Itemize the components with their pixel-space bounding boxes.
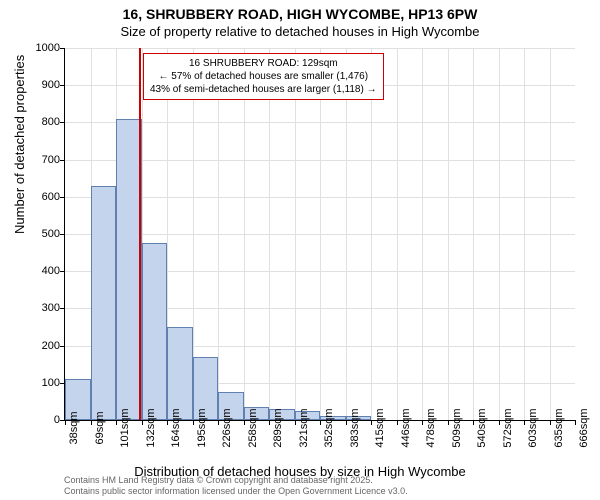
xtick-label: 195sqm bbox=[196, 408, 208, 447]
gridline-v bbox=[448, 48, 449, 420]
xtick-mark bbox=[116, 420, 117, 425]
xtick-label: 383sqm bbox=[349, 408, 361, 447]
histogram-bar bbox=[142, 243, 168, 420]
xtick-mark bbox=[295, 420, 296, 425]
xtick-label: 38sqm bbox=[68, 411, 80, 444]
annotation-box: 16 SHRUBBERY ROAD: 129sqm← 57% of detach… bbox=[143, 53, 384, 100]
xtick-label: 101sqm bbox=[119, 408, 131, 447]
ytick-mark bbox=[60, 308, 65, 309]
gridline-v bbox=[371, 48, 372, 420]
ytick-mark bbox=[60, 271, 65, 272]
xtick-label: 509sqm bbox=[451, 408, 463, 447]
gridline-v bbox=[320, 48, 321, 420]
xtick-mark bbox=[575, 420, 576, 425]
gridline-v bbox=[244, 48, 245, 420]
chart-footer: Contains HM Land Registry data © Crown c… bbox=[64, 475, 408, 497]
gridline-v bbox=[269, 48, 270, 420]
xtick-mark bbox=[167, 420, 168, 425]
ytick-mark bbox=[60, 346, 65, 347]
ytick-label: 700 bbox=[20, 154, 60, 166]
ytick-label: 1000 bbox=[20, 42, 60, 54]
annotation-line1: 16 SHRUBBERY ROAD: 129sqm bbox=[150, 57, 377, 70]
xtick-mark bbox=[422, 420, 423, 425]
xtick-mark bbox=[320, 420, 321, 425]
xtick-mark bbox=[550, 420, 551, 425]
ytick-label: 300 bbox=[20, 302, 60, 314]
ytick-mark bbox=[60, 85, 65, 86]
annotation-line2: ← 57% of detached houses are smaller (1,… bbox=[150, 70, 377, 83]
gridline-v bbox=[524, 48, 525, 420]
xtick-mark bbox=[269, 420, 270, 425]
xtick-mark bbox=[346, 420, 347, 425]
xtick-mark bbox=[397, 420, 398, 425]
gridline-v bbox=[550, 48, 551, 420]
xtick-label: 164sqm bbox=[170, 408, 182, 447]
xtick-mark bbox=[91, 420, 92, 425]
ytick-label: 0 bbox=[20, 414, 60, 426]
ytick-mark bbox=[60, 234, 65, 235]
xtick-label: 635sqm bbox=[553, 408, 565, 447]
xtick-label: 603sqm bbox=[527, 408, 539, 447]
footer-line1: Contains HM Land Registry data © Crown c… bbox=[64, 475, 408, 486]
gridline-v bbox=[218, 48, 219, 420]
ytick-label: 200 bbox=[20, 340, 60, 352]
xtick-label: 226sqm bbox=[221, 408, 233, 447]
xtick-label: 289sqm bbox=[272, 408, 284, 447]
xtick-mark bbox=[142, 420, 143, 425]
ytick-label: 800 bbox=[20, 116, 60, 128]
gridline-v bbox=[397, 48, 398, 420]
gridline-v bbox=[295, 48, 296, 420]
ytick-mark bbox=[60, 122, 65, 123]
chart-title-sub: Size of property relative to detached ho… bbox=[0, 24, 600, 39]
xtick-mark bbox=[448, 420, 449, 425]
ytick-mark bbox=[60, 197, 65, 198]
xtick-label: 446sqm bbox=[400, 408, 412, 447]
marker-line bbox=[139, 48, 141, 420]
xtick-mark bbox=[218, 420, 219, 425]
xtick-mark bbox=[371, 420, 372, 425]
xtick-label: 321sqm bbox=[298, 408, 310, 447]
ytick-label: 500 bbox=[20, 228, 60, 240]
xtick-label: 132sqm bbox=[145, 408, 157, 447]
xtick-mark bbox=[244, 420, 245, 425]
xtick-label: 69sqm bbox=[94, 411, 106, 444]
xtick-label: 352sqm bbox=[323, 408, 335, 447]
histogram-bar bbox=[167, 327, 193, 420]
ytick-label: 900 bbox=[20, 79, 60, 91]
plot-area: 16 SHRUBBERY ROAD: 129sqm← 57% of detach… bbox=[64, 48, 575, 421]
xtick-label: 478sqm bbox=[425, 408, 437, 447]
xtick-mark bbox=[473, 420, 474, 425]
ytick-mark bbox=[60, 48, 65, 49]
gridline-v bbox=[346, 48, 347, 420]
ytick-mark bbox=[60, 160, 65, 161]
ytick-label: 400 bbox=[20, 265, 60, 277]
xtick-mark bbox=[65, 420, 66, 425]
xtick-mark bbox=[499, 420, 500, 425]
xtick-mark bbox=[524, 420, 525, 425]
histogram-bar bbox=[116, 119, 142, 420]
histogram-bar bbox=[91, 186, 117, 420]
annotation-line3: 43% of semi-detached houses are larger (… bbox=[150, 83, 377, 96]
xtick-label: 540sqm bbox=[476, 408, 488, 447]
xtick-label: 415sqm bbox=[374, 408, 386, 447]
gridline-v bbox=[422, 48, 423, 420]
xtick-label: 258sqm bbox=[247, 408, 259, 447]
gridline-v bbox=[473, 48, 474, 420]
gridline-v bbox=[499, 48, 500, 420]
xtick-mark bbox=[193, 420, 194, 425]
ytick-label: 100 bbox=[20, 377, 60, 389]
chart-title-main: 16, SHRUBBERY ROAD, HIGH WYCOMBE, HP13 6… bbox=[0, 6, 600, 22]
xtick-label: 572sqm bbox=[502, 408, 514, 447]
ytick-label: 600 bbox=[20, 191, 60, 203]
footer-line2: Contains public sector information licen… bbox=[64, 486, 408, 497]
xtick-label: 666sqm bbox=[578, 408, 590, 447]
